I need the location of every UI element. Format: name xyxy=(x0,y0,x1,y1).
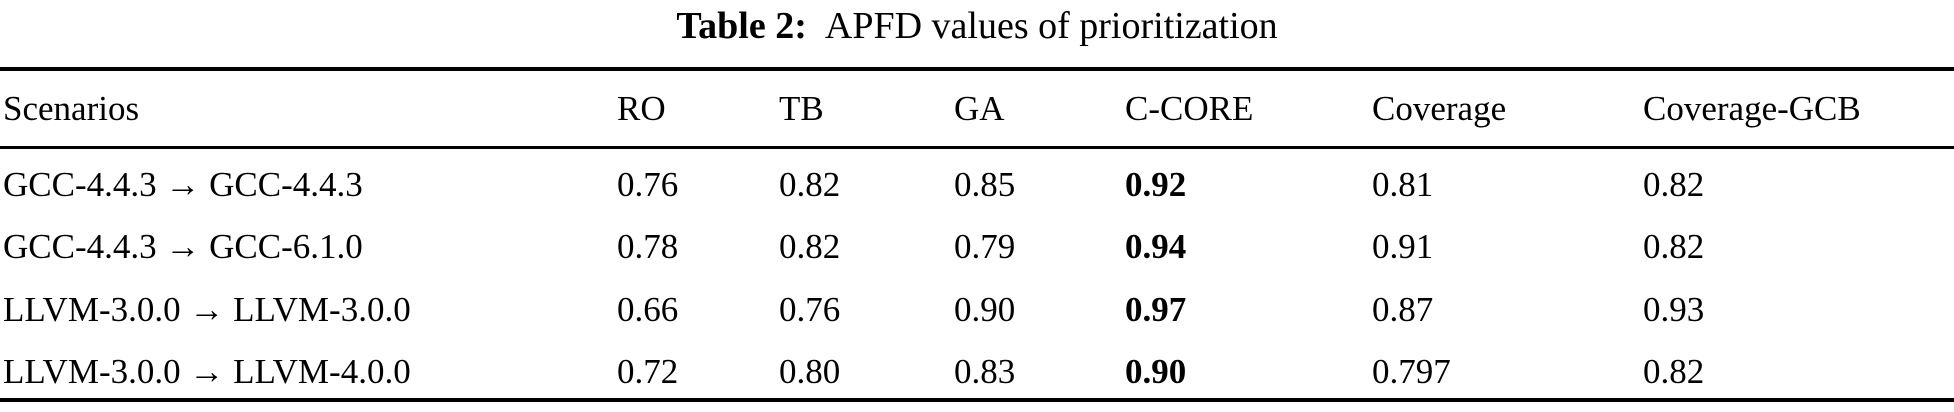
column-header-coverage: Coverage xyxy=(1372,69,1643,149)
value-cell: 0.79 xyxy=(954,227,1016,266)
table-row: LLVM-3.0.0 → LLVM-3.0.0 0.66 0.76 0.90 0.97 0… xyxy=(0,274,1954,337)
scenario-cell: GCC-4.4.3 → GCC-6.1.0 xyxy=(3,227,363,266)
value-cell: 0.90 xyxy=(954,290,1016,329)
table-body: GCC-4.4.3 → GCC-4.4.3 0.76 0.82 0.85 0.92 0.8… xyxy=(0,148,1954,400)
table-row: GCC-4.4.3 → GCC-6.1.0 0.78 0.82 0.79 0.94 0.9… xyxy=(0,211,1954,274)
value-cell: 0.87 xyxy=(1372,290,1434,329)
value-cell: 0.94 xyxy=(1125,227,1187,266)
value-cell: 0.66 xyxy=(617,290,679,329)
value-cell: 0.82 xyxy=(779,227,841,266)
table-caption: Table 2: APFD values of prioritization xyxy=(0,2,1954,50)
apfd-table: Scenarios RO TB GA C-CORE Coverage Cover… xyxy=(0,67,1954,402)
value-cell: 0.92 xyxy=(1125,164,1187,204)
column-header-scenarios: Scenarios xyxy=(0,69,617,149)
value-cell: 0.97 xyxy=(1125,290,1187,329)
column-header-tb: TB xyxy=(779,69,954,149)
value-cell: 0.82 xyxy=(1643,352,1705,391)
value-cell: 0.797 xyxy=(1372,352,1451,391)
value-cell: 0.82 xyxy=(1643,164,1705,204)
table-caption-label: Table 2: xyxy=(676,5,807,47)
column-header-ro: RO xyxy=(617,69,779,149)
column-header-coverage-gcb: Coverage-GCB xyxy=(1643,69,1954,149)
value-cell: 0.80 xyxy=(779,352,841,391)
table-header: Scenarios RO TB GA C-CORE Coverage Cover… xyxy=(0,69,1954,149)
scenario-cell: LLVM-3.0.0 → LLVM-3.0.0 xyxy=(3,290,411,329)
value-cell: 0.93 xyxy=(1643,290,1705,329)
value-cell: 0.76 xyxy=(779,290,841,329)
value-cell: 0.82 xyxy=(1643,227,1705,266)
value-cell: 0.81 xyxy=(1372,164,1434,204)
scenario-cell: GCC-4.4.3 → GCC-4.4.3 xyxy=(3,164,363,204)
value-cell: 0.85 xyxy=(954,164,1016,204)
table-caption-text: APFD values of prioritization xyxy=(824,5,1278,47)
column-header-ga: GA xyxy=(954,69,1125,149)
header-row: Scenarios RO TB GA C-CORE Coverage Cover… xyxy=(0,69,1954,149)
table-row: LLVM-3.0.0 → LLVM-4.0.0 0.72 0.80 0.83 0.90 0… xyxy=(0,337,1954,400)
table-row: GCC-4.4.3 → GCC-4.4.3 0.76 0.82 0.85 0.92 0.8… xyxy=(0,148,1954,211)
value-cell: 0.76 xyxy=(617,164,679,204)
value-cell: 0.72 xyxy=(617,352,679,391)
column-header-c-core: C-CORE xyxy=(1125,69,1372,149)
value-cell: 0.90 xyxy=(1125,352,1187,391)
value-cell: 0.83 xyxy=(954,352,1016,391)
value-cell: 0.91 xyxy=(1372,227,1434,266)
value-cell: 0.82 xyxy=(779,164,841,204)
scenario-cell: LLVM-3.0.0 → LLVM-4.0.0 xyxy=(3,352,411,391)
value-cell: 0.78 xyxy=(617,227,679,266)
